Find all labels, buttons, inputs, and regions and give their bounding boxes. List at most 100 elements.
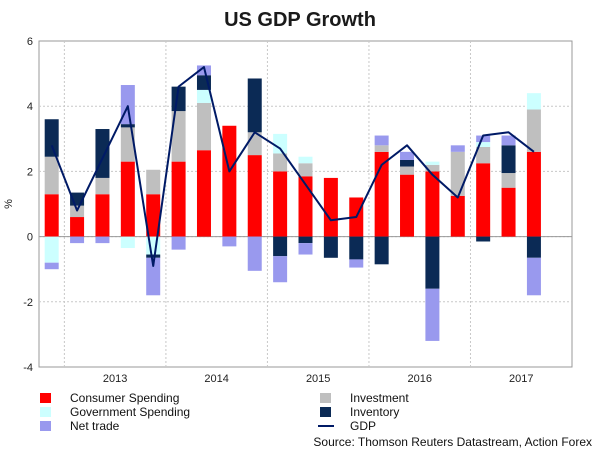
x-tick-label: 2016 bbox=[407, 373, 431, 385]
bar-government-spending bbox=[298, 156, 313, 164]
bar-net-trade bbox=[400, 151, 415, 160]
bar-consumer-spending bbox=[400, 174, 415, 237]
bar-government-spending bbox=[273, 133, 288, 154]
bar-net-trade bbox=[146, 257, 161, 296]
bar-government-spending bbox=[120, 236, 135, 249]
bar-net-trade bbox=[222, 236, 237, 247]
legend-swatch bbox=[320, 393, 331, 403]
bar-inventory bbox=[374, 236, 389, 265]
bar-inventory bbox=[425, 236, 440, 289]
bar-inventory bbox=[400, 159, 415, 167]
bar-government-spending bbox=[425, 161, 440, 165]
bar-investment bbox=[44, 156, 59, 195]
chart-title: US GDP Growth bbox=[224, 9, 376, 31]
y-tick-label: 6 bbox=[27, 36, 33, 48]
bar-inventory bbox=[476, 236, 491, 242]
bar-consumer-spending bbox=[146, 194, 161, 237]
bar-investment bbox=[400, 166, 415, 175]
bar-inventory bbox=[323, 236, 338, 258]
bar-investment bbox=[526, 109, 541, 152]
bar-net-trade bbox=[70, 236, 85, 244]
bar-consumer-spending bbox=[323, 177, 338, 237]
bar-net-trade bbox=[425, 288, 440, 341]
bar-inventory bbox=[44, 119, 59, 157]
gdp-line bbox=[50, 66, 535, 267]
bar-net-trade bbox=[349, 259, 364, 268]
bar-investment bbox=[298, 163, 313, 177]
bar-net-trade bbox=[526, 257, 541, 296]
legend-label: Net trade bbox=[70, 419, 120, 433]
legend-label: Consumer Spending bbox=[70, 391, 179, 405]
bar-consumer-spending bbox=[273, 171, 288, 237]
bar-consumer-spending bbox=[44, 194, 59, 237]
bar-consumer-spending bbox=[222, 125, 237, 237]
bar-net-trade bbox=[450, 145, 465, 152]
legend-swatch bbox=[40, 421, 51, 431]
bar-net-trade bbox=[374, 135, 389, 146]
legend-swatch bbox=[40, 393, 51, 403]
bar-investment bbox=[120, 127, 135, 162]
bar-net-trade bbox=[171, 236, 186, 250]
y-tick-label: 2 bbox=[27, 166, 33, 178]
bar-investment bbox=[374, 145, 389, 152]
bar-government-spending bbox=[526, 93, 541, 110]
bar-investment bbox=[425, 164, 440, 172]
bar-investment bbox=[95, 177, 110, 195]
bar-consumer-spending bbox=[247, 155, 262, 237]
bar-consumer-spending bbox=[298, 176, 313, 237]
bar-consumer-spending bbox=[501, 187, 516, 237]
y-tick-label: 0 bbox=[27, 232, 33, 244]
x-tick-label: 2014 bbox=[204, 373, 228, 385]
x-tick-label: 2017 bbox=[509, 373, 533, 385]
x-tick-label: 2015 bbox=[306, 373, 330, 385]
bar-consumer-spending bbox=[196, 150, 211, 237]
plot-area: -4 -2 0 2 4 6 2013 2014 2015 2016 2017 bbox=[23, 36, 573, 385]
bar-inventory bbox=[501, 145, 516, 174]
bar-net-trade bbox=[273, 256, 288, 283]
bar-inventory bbox=[146, 254, 161, 258]
bar-net-trade bbox=[95, 236, 110, 244]
bar-inventory bbox=[120, 124, 135, 128]
legend-swatch bbox=[40, 407, 51, 417]
y-tick-label: -4 bbox=[23, 362, 33, 374]
source-note: Source: Thomson Reuters Datastream, Acti… bbox=[313, 435, 592, 449]
bar-government-spending bbox=[196, 89, 211, 103]
bar-investment bbox=[450, 151, 465, 196]
bar-consumer-spending bbox=[171, 161, 186, 237]
bar-inventory bbox=[247, 78, 262, 133]
bar-net-trade bbox=[501, 135, 516, 146]
legend-label: Inventory bbox=[350, 405, 399, 419]
bar-consumer-spending bbox=[95, 194, 110, 237]
bar-consumer-spending bbox=[450, 195, 465, 237]
bar-net-trade bbox=[44, 262, 59, 270]
bar-government-spending bbox=[476, 142, 491, 147]
legend-label: Government Spending bbox=[70, 405, 190, 419]
legend-swatch bbox=[320, 407, 331, 417]
bar-investment bbox=[476, 146, 491, 164]
y-tick-label: -2 bbox=[23, 297, 33, 309]
bar-inventory bbox=[273, 236, 288, 257]
y-tick-label: 4 bbox=[27, 101, 33, 113]
bar-government-spending bbox=[44, 236, 59, 263]
bar-net-trade bbox=[476, 135, 491, 143]
bar-investment bbox=[273, 153, 288, 172]
bar-investment bbox=[171, 111, 186, 162]
legend: Consumer Spending Investment Government Sp… bbox=[40, 391, 409, 433]
bar-inventory bbox=[526, 236, 541, 258]
bar-consumer-spending bbox=[425, 171, 440, 237]
legend-label: GDP bbox=[350, 419, 376, 433]
bar-inventory bbox=[349, 236, 364, 260]
bar-investment bbox=[501, 173, 516, 188]
bar-investment bbox=[146, 169, 161, 195]
bar-consumer-spending bbox=[120, 161, 135, 237]
bar-net-trade bbox=[247, 236, 262, 271]
bar-investment bbox=[196, 102, 211, 151]
bar-net-trade bbox=[298, 243, 313, 255]
bar-inventory bbox=[298, 236, 313, 244]
bar-consumer-spending bbox=[526, 151, 541, 237]
bar-consumer-spending bbox=[476, 163, 491, 237]
legend-label: Investment bbox=[350, 391, 409, 405]
bar-consumer-spending bbox=[70, 217, 85, 237]
